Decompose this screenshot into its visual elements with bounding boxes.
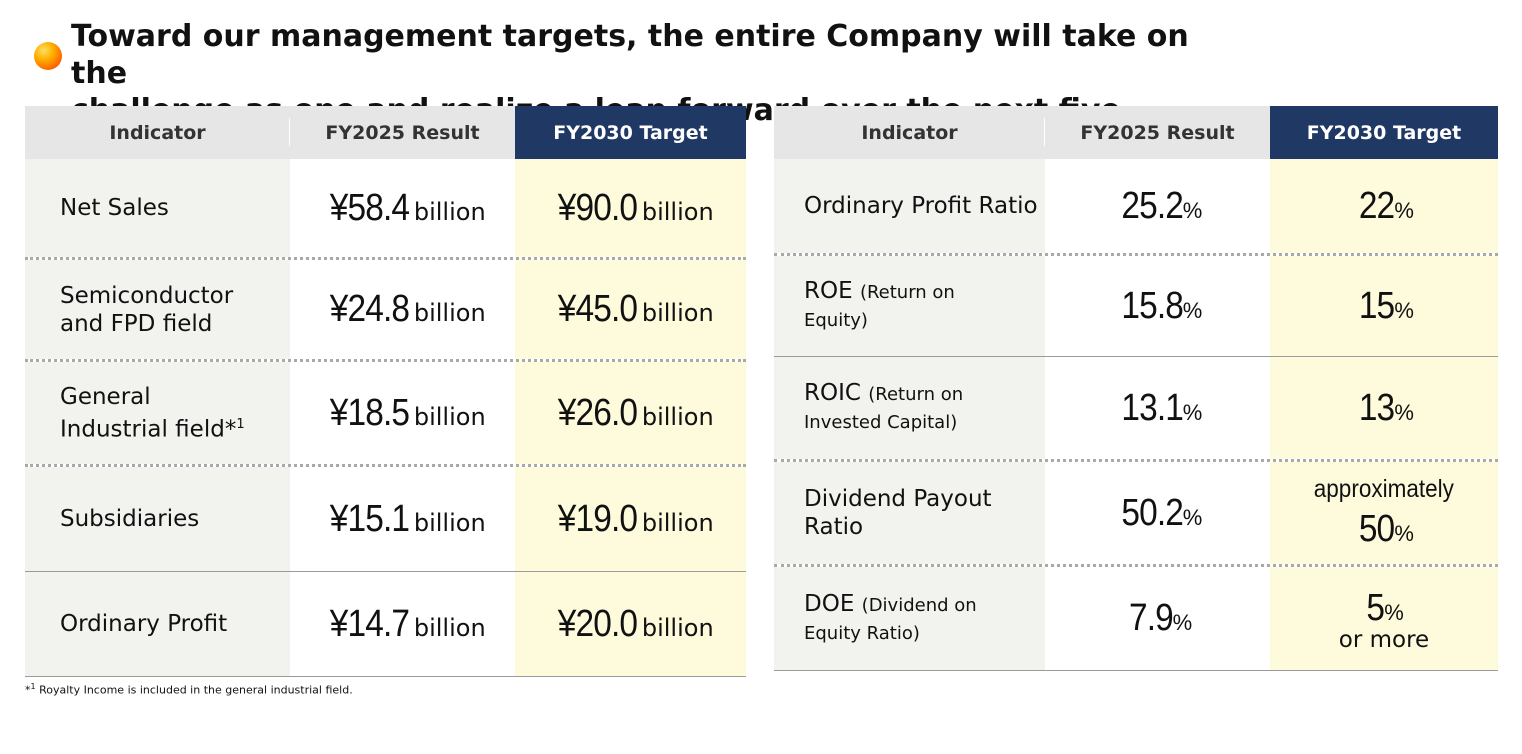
table-header: Indicator FY2025 Result FY2030 Target <box>25 106 746 159</box>
header-indicator: Indicator <box>25 106 290 159</box>
header-indicator: Indicator <box>774 106 1045 159</box>
header-fy2030-target: FY2030 Target <box>1270 106 1498 159</box>
result-value: 15.8% <box>1121 284 1203 327</box>
indicator-label: Subsidiaries <box>60 506 200 532</box>
table-row: General Industrial field*1 ¥18.5 billion… <box>25 362 746 467</box>
sales-targets-table: Indicator FY2025 Result FY2030 Target Ne… <box>25 106 746 677</box>
result-value: 13.1% <box>1121 386 1203 429</box>
table-row: ROIC (Return on Invested Capital) 13.1% … <box>774 357 1498 462</box>
indicator-label: DOE (Dividend on Equity Ratio) <box>804 590 977 644</box>
target-value: ¥45.0 billion <box>558 288 714 330</box>
target-value: ¥20.0 billion <box>558 602 714 645</box>
target-value: ¥19.0 billion <box>558 497 714 540</box>
result-value: ¥15.1 billion <box>330 497 486 540</box>
header-fy2025-result: FY2025 Result <box>290 106 515 159</box>
table-row: Dividend Payout Ratio 50.2% approximatel… <box>774 462 1498 567</box>
target-value: 15% <box>1358 284 1414 327</box>
target-value: ¥90.0 billion <box>558 186 714 229</box>
indicator-label: ROE (Return on Equity) <box>804 278 955 331</box>
indicator-label: Ordinary Profit <box>60 611 228 637</box>
table-row: Semiconductor and FPD field ¥24.8 billio… <box>25 260 746 362</box>
target-value: approximately 50% <box>1313 475 1455 550</box>
header-fy2030-target: FY2030 Target <box>515 106 746 159</box>
target-value: ¥26.0 billion <box>558 391 714 434</box>
result-value: 50.2% <box>1121 491 1203 534</box>
result-value: ¥18.5 billion <box>330 391 486 434</box>
header-fy2025-result: FY2025 Result <box>1045 106 1270 159</box>
result-value: ¥58.4 billion <box>330 186 486 229</box>
footnote-mark: * <box>224 416 237 443</box>
result-value: 25.2% <box>1121 184 1203 227</box>
table-row: Ordinary Profit ¥14.7 billion ¥20.0 bill… <box>25 572 746 677</box>
orange-bullet-icon <box>34 42 62 70</box>
target-value: 22% <box>1358 184 1414 227</box>
table-row: Net Sales ¥58.4 billion ¥90.0 billion <box>25 159 746 260</box>
table-row: ROE (Return on Equity) 15.8% 15% <box>774 256 1498 357</box>
ratio-targets-table: Indicator FY2025 Result FY2030 Target Or… <box>774 106 1498 671</box>
target-prefix: approximately <box>1313 475 1455 503</box>
table-header: Indicator FY2025 Result FY2030 Target <box>774 106 1498 159</box>
indicator-label: ROIC (Return on Invested Capital) <box>804 380 964 433</box>
footnote-sup: 1 <box>236 416 245 432</box>
target-value: 5% or more <box>1338 587 1430 653</box>
indicator-label: Net Sales <box>60 195 169 221</box>
indicator-label: General Industrial field*1 <box>60 383 245 443</box>
table-row: Subsidiaries ¥15.1 billion ¥19.0 billion <box>25 467 746 572</box>
title-line-1: Toward our management targets, the entir… <box>71 19 1189 91</box>
table-row: Ordinary Profit Ratio 25.2% 22% <box>774 159 1498 256</box>
result-value: 7.9% <box>1128 597 1193 639</box>
target-value: 13% <box>1358 386 1414 429</box>
indicator-label: Dividend Payout Ratio <box>804 486 992 540</box>
indicator-label: Ordinary Profit Ratio <box>804 193 1038 219</box>
indicator-label: Semiconductor and FPD field <box>60 282 234 337</box>
footnote: *1 Royalty Income is included in the gen… <box>25 682 353 697</box>
result-value: ¥14.7 billion <box>330 602 486 645</box>
table-row: DOE (Dividend on Equity Ratio) 7.9% 5% o… <box>774 567 1498 671</box>
result-value: ¥24.8 billion <box>330 288 486 330</box>
target-suffix: or more <box>1338 627 1430 653</box>
